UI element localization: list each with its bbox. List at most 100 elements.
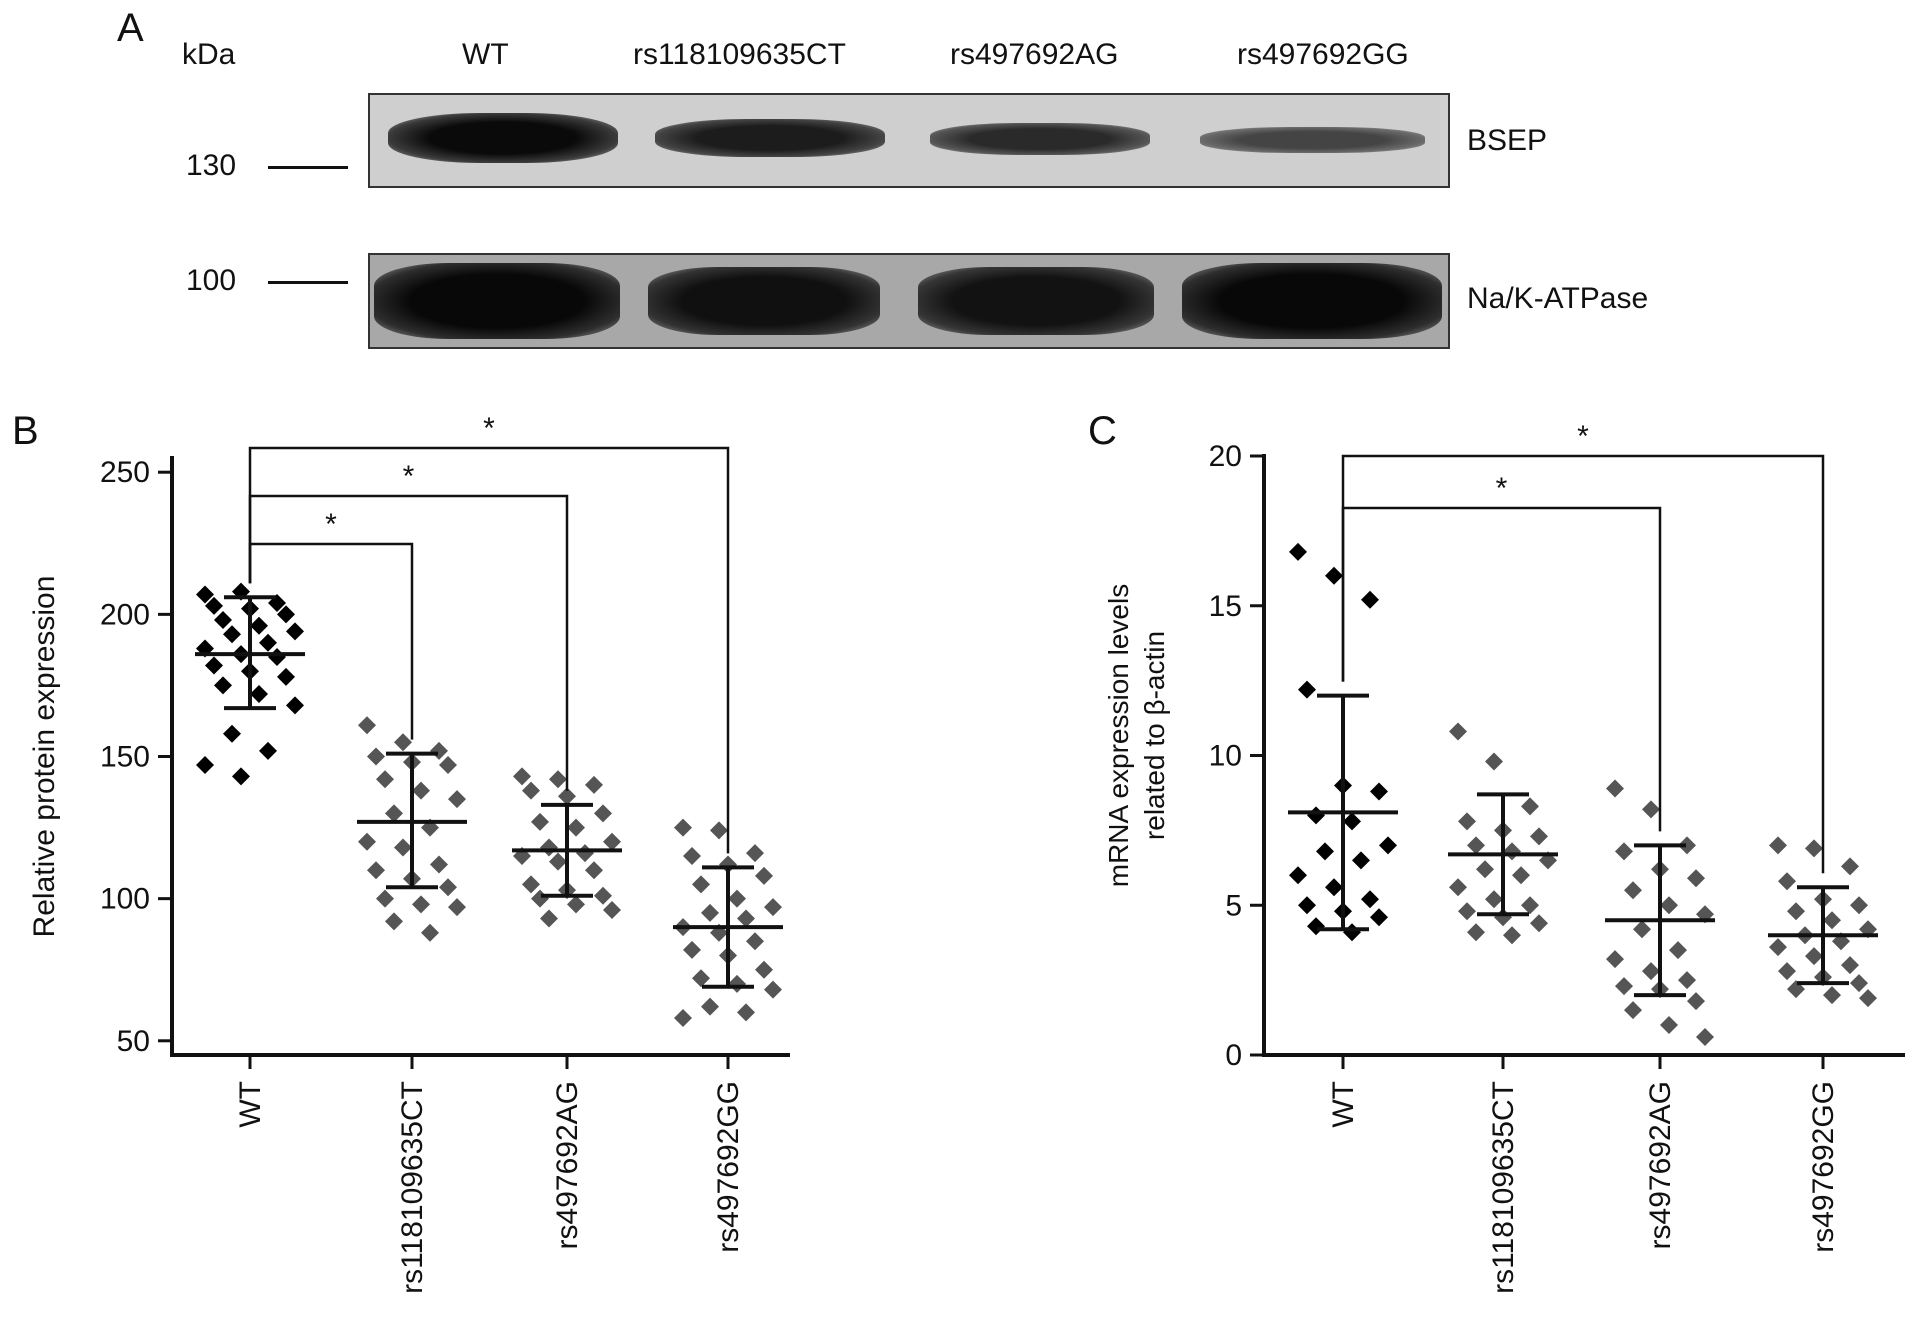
panel-c-data-point — [1458, 902, 1476, 921]
panel-b-significance-bracket — [248, 446, 730, 854]
panel-c-data-point — [1449, 722, 1467, 741]
panel-c-data-point — [1850, 974, 1868, 993]
panel-c-data-point — [1343, 923, 1361, 942]
panel-c-data-point — [1298, 680, 1316, 699]
panel-c-data-point — [1642, 962, 1660, 981]
panel-b-significance-label: * — [483, 412, 495, 445]
lane-label-rs497692gg: rs497692GG — [1237, 38, 1409, 71]
panel-c-letter: C — [1088, 409, 1117, 453]
panel-b-data-point — [737, 909, 755, 928]
panel-b-significance-label: * — [403, 460, 415, 493]
panel-c-data-point — [1850, 896, 1868, 915]
panel-c-data-point — [1521, 896, 1539, 915]
panel-b-data-point — [367, 747, 385, 766]
panel-b-data-point — [205, 656, 223, 675]
panel-b-data-point — [376, 889, 394, 908]
atpase-band-wt — [374, 263, 620, 339]
panel-b-data-point — [367, 861, 385, 880]
kda-label: kDa — [182, 38, 236, 71]
panel-c-data-point — [1841, 956, 1859, 975]
panel-b-data-point — [746, 844, 764, 863]
panel-c-data-point — [1823, 911, 1841, 930]
panel-b-data-point — [205, 596, 223, 615]
panel-b-data-point — [412, 895, 430, 914]
panel-c-data-point — [1769, 938, 1787, 957]
panel-c-data-point — [1624, 881, 1642, 900]
panel-b-data-point — [448, 790, 466, 809]
panel-b-significance-bracket — [248, 494, 569, 791]
panel-c-data-point — [1615, 842, 1633, 861]
panel-c-data-point — [1467, 836, 1485, 855]
panel-b-data-point — [385, 912, 403, 931]
panel-b-y-tick-label: 100 — [100, 883, 150, 916]
marker-130-label: 130 — [186, 149, 237, 182]
panel-b-data-point — [439, 756, 457, 775]
panel-b-data-point — [567, 818, 585, 837]
bsep-band-wt — [388, 113, 618, 163]
panel-b-data-point — [540, 909, 558, 928]
panel-c-x-tick-label: rs497692GG — [1807, 1081, 1840, 1253]
bsep-band-rs118109635ct — [655, 119, 885, 157]
panel-b-data-point — [692, 969, 710, 988]
panel-b-data-point — [549, 852, 567, 871]
lane-label-rs118109635ct: rs118109635CT — [633, 38, 846, 71]
panel-c-y-tick-label: 20 — [1209, 440, 1242, 473]
panel-c-data-point — [1660, 1016, 1678, 1035]
panel-c-data-point — [1642, 800, 1660, 819]
panel-c-data-point — [1521, 797, 1539, 816]
panel-b-data-point — [531, 812, 549, 831]
panel-c-data-point — [1325, 566, 1343, 585]
panel-b-data-point — [513, 767, 531, 786]
panel-b-data-point — [214, 676, 232, 695]
panel-c-data-point — [1503, 842, 1521, 861]
panel-b-data-point — [277, 667, 295, 686]
atpase-band-rs497692ag — [918, 267, 1154, 335]
panel-c-x-tick-label: rs497692AG — [1644, 1081, 1677, 1249]
panel-c-data-point — [1669, 941, 1687, 960]
panel-b-data-point — [250, 684, 268, 703]
panel-b-data-point — [358, 832, 376, 851]
na-k-atpase-blot — [368, 253, 1450, 349]
panel-b-data-point — [692, 875, 710, 894]
panel-b-data-point — [250, 616, 268, 635]
panel-b-data-point — [603, 832, 621, 851]
panel-c-data-point — [1503, 926, 1521, 945]
panel-b-letter: B — [12, 409, 39, 453]
panel-b-data-point — [594, 804, 612, 823]
panel-b-data-point — [259, 741, 277, 760]
panel-c-data-point — [1633, 920, 1651, 939]
panel-b-data-point — [674, 1009, 692, 1028]
panel-c-y-tick-label: 0 — [1225, 1039, 1242, 1072]
panel-b-data-point — [196, 585, 214, 604]
panel-c-data-point — [1530, 827, 1548, 846]
panel-b-data-point — [232, 767, 250, 786]
panel-b-data-point — [223, 724, 241, 743]
panel-b-data-point — [540, 838, 558, 857]
panel-c-data-point — [1778, 962, 1796, 981]
panel-b-data-point — [448, 898, 466, 917]
panel-b-x-tick-label: WT — [234, 1081, 267, 1128]
panel-b-significance-label: * — [325, 508, 337, 541]
panel-b-data-point — [674, 818, 692, 837]
panel-c-data-point — [1485, 890, 1503, 909]
marker-100-line — [268, 281, 348, 284]
panel-b-data-point — [412, 781, 430, 800]
panel-b-data-point — [764, 898, 782, 917]
panel-b-data-point — [764, 980, 782, 999]
panel-c-data-point — [1805, 839, 1823, 858]
marker-100-label: 100 — [186, 264, 237, 297]
panel-b-data-point — [567, 895, 585, 914]
panel-c-data-point — [1343, 812, 1361, 831]
panel-b-data-point — [430, 741, 448, 760]
panel-b-data-point — [223, 625, 241, 644]
panel-b-data-point — [549, 770, 567, 789]
panel-c-y-tick-label: 10 — [1209, 740, 1242, 773]
bsep-band-rs497692ag — [930, 123, 1150, 155]
panel-b-data-point — [439, 878, 457, 897]
panel-b-data-point — [755, 960, 773, 979]
panel-c-data-point — [1289, 866, 1307, 885]
panel-c-data-point — [1361, 890, 1379, 909]
panel-c-data-point — [1289, 542, 1307, 561]
panel-c-data-point — [1476, 860, 1494, 879]
